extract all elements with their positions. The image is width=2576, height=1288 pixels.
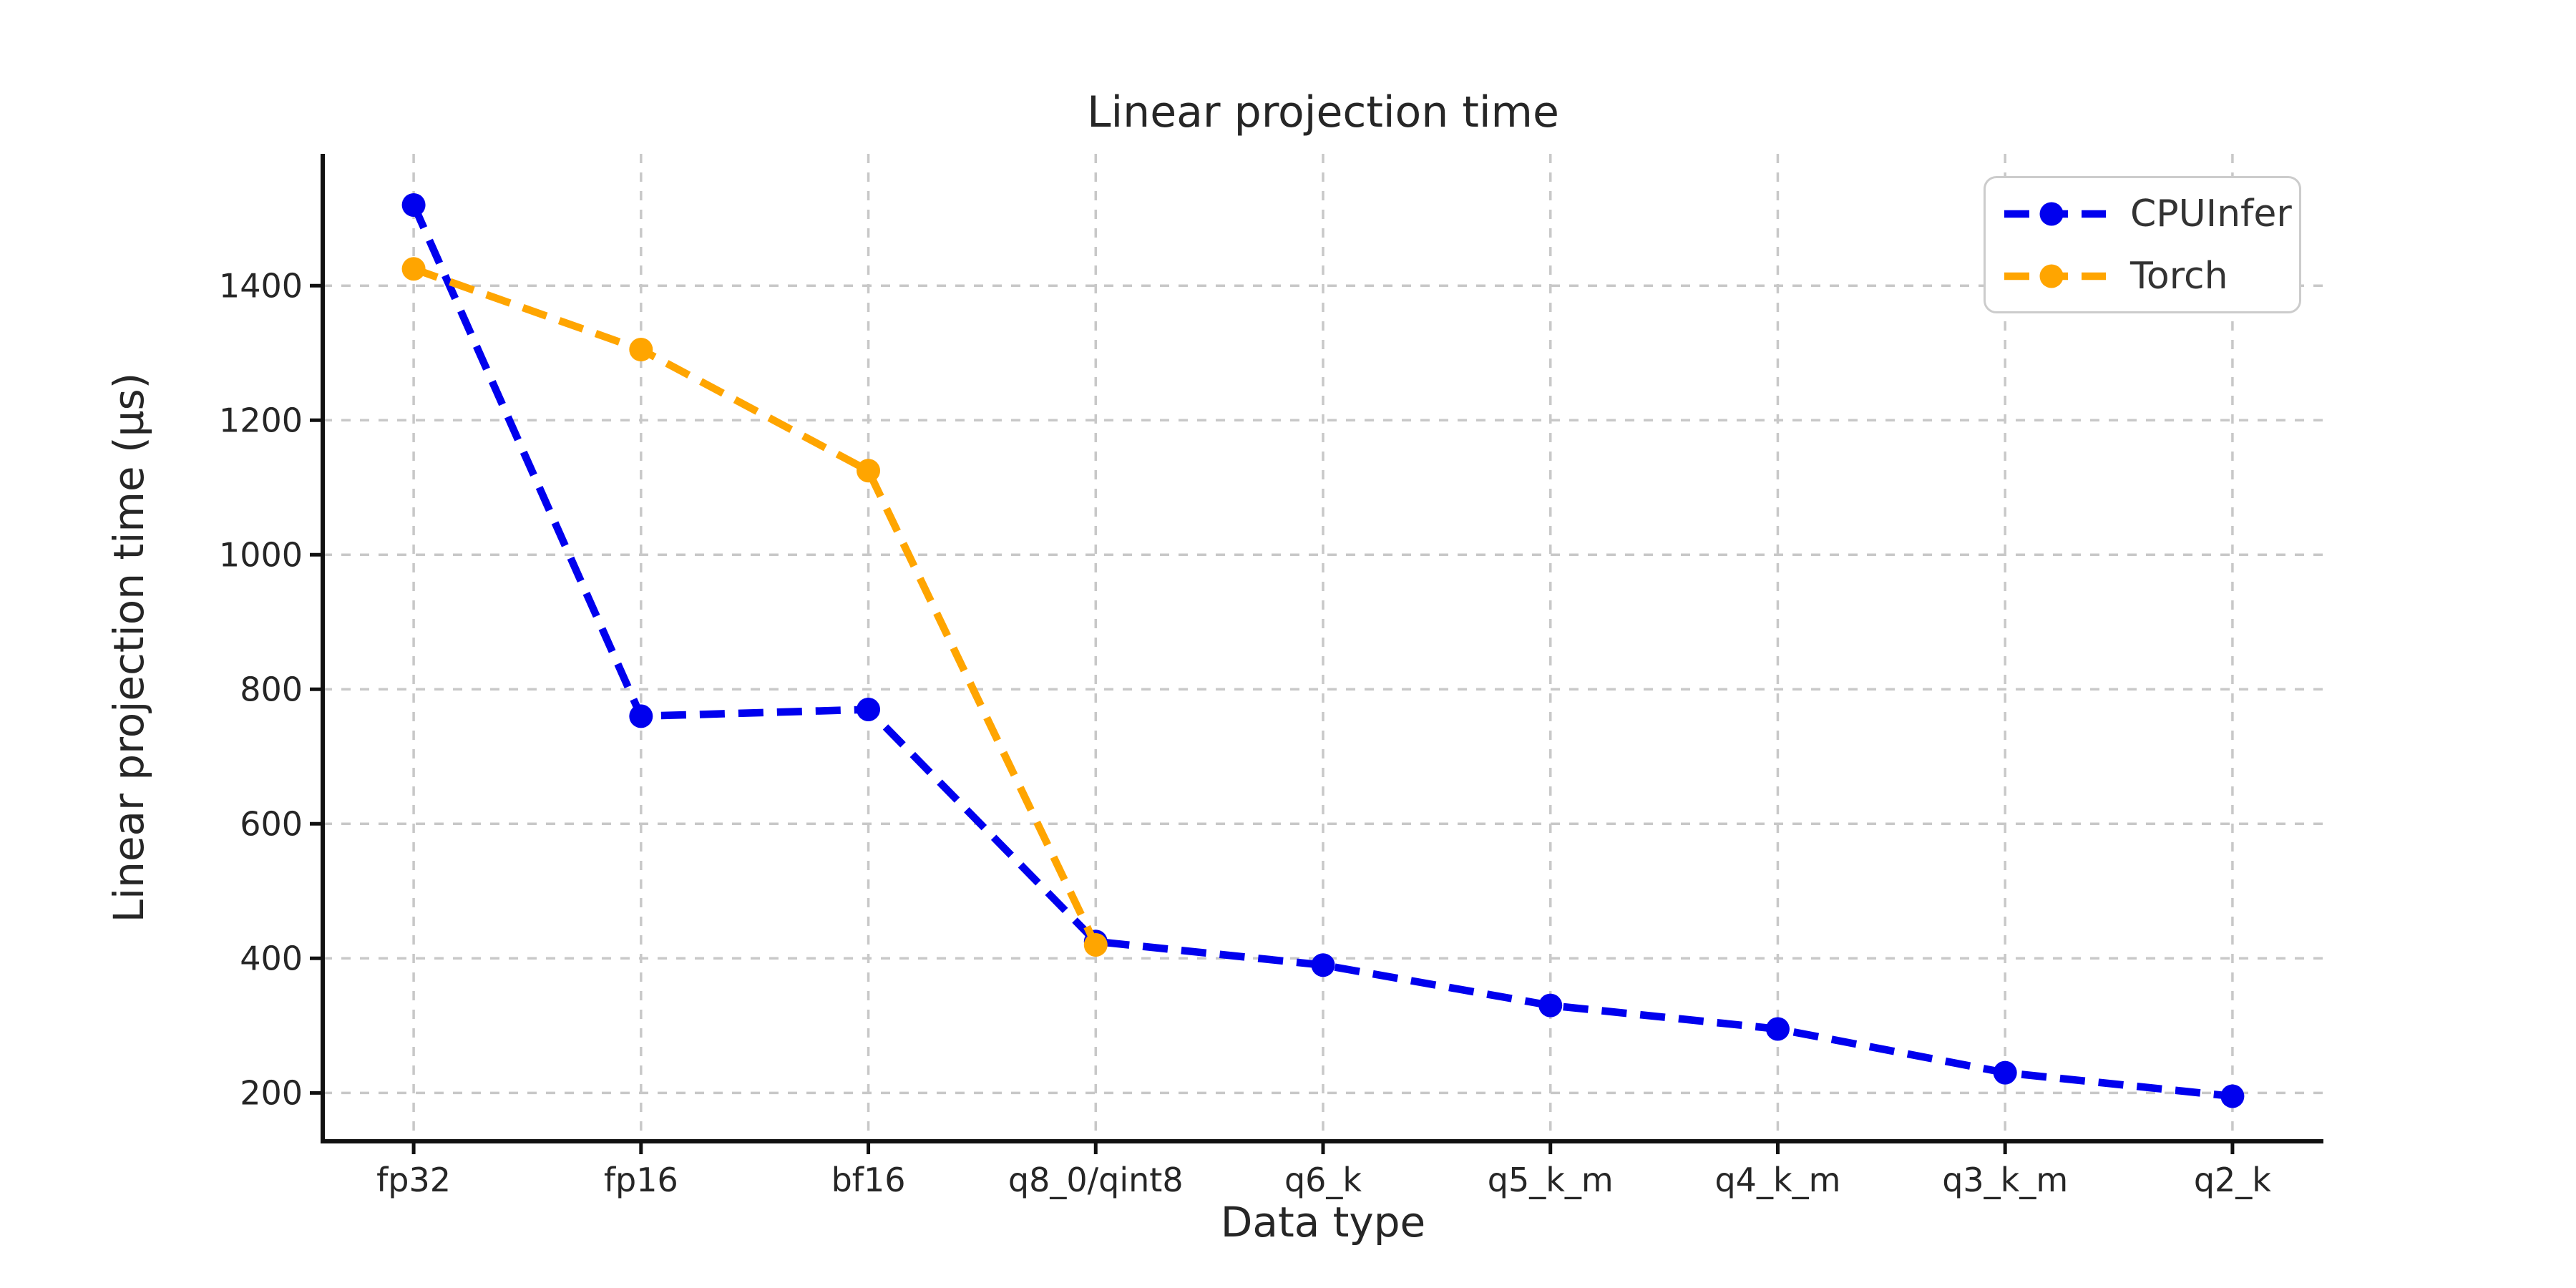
x-axis-label: Data type: [1220, 1198, 1426, 1246]
x-tick-label: q6_k: [1284, 1161, 1362, 1199]
x-tick-label: fp32: [376, 1161, 451, 1199]
legend-marker: [2039, 202, 2064, 225]
legend-label: CPUInfer: [2130, 192, 2292, 235]
data-point-torch[interactable]: [1083, 933, 1108, 957]
y-tick-label: 1400: [219, 266, 303, 305]
x-tick-label: q8_0/qint8: [1008, 1161, 1184, 1199]
chart-title: Linear projection time: [1087, 87, 1559, 137]
y-tick-label: 800: [240, 670, 303, 708]
x-tick-label: q5_k_m: [1488, 1161, 1614, 1199]
data-point-cpuinfer[interactable]: [1311, 953, 1335, 977]
legend: CPUInfer Torch: [1984, 176, 2301, 313]
y-tick-label: 1000: [219, 535, 303, 574]
y-tick-label: 200: [240, 1073, 303, 1112]
data-point-cpuinfer[interactable]: [629, 704, 653, 728]
legend-label: Torch: [2130, 254, 2228, 298]
data-point-torch[interactable]: [629, 338, 653, 362]
legend-line-sample: [2004, 264, 2106, 288]
data-point-torch[interactable]: [401, 257, 426, 281]
data-point-cpuinfer[interactable]: [1765, 1017, 1790, 1041]
legend-item-cpuinfer[interactable]: CPUInfer: [2001, 192, 2299, 235]
x-tick-label: bf16: [831, 1161, 906, 1199]
series-line-cpuinfer: [410, 203, 2233, 1101]
data-point-cpuinfer[interactable]: [401, 192, 426, 217]
data-point-cpuinfer[interactable]: [857, 697, 881, 721]
legend-item-torch[interactable]: Torch: [2001, 255, 2299, 298]
x-tick-label: q2_k: [2194, 1161, 2271, 1199]
data-point-cpuinfer[interactable]: [1993, 1060, 2017, 1085]
x-tick-label: q3_k_m: [1942, 1161, 2068, 1199]
y-tick-label: 600: [240, 804, 303, 843]
legend-marker: [2039, 264, 2064, 288]
x-tick-label: q4_k_m: [1714, 1161, 1840, 1199]
legend-line-sample: [2004, 202, 2106, 225]
data-point-cpuinfer[interactable]: [1538, 993, 1563, 1018]
series-line-torch: [412, 265, 1100, 947]
y-tick-label: 400: [240, 939, 303, 977]
data-point-torch[interactable]: [857, 459, 881, 483]
data-point-cpuinfer[interactable]: [2220, 1084, 2245, 1108]
x-tick-label: fp16: [604, 1161, 678, 1199]
y-tick-label: 1200: [219, 401, 303, 439]
